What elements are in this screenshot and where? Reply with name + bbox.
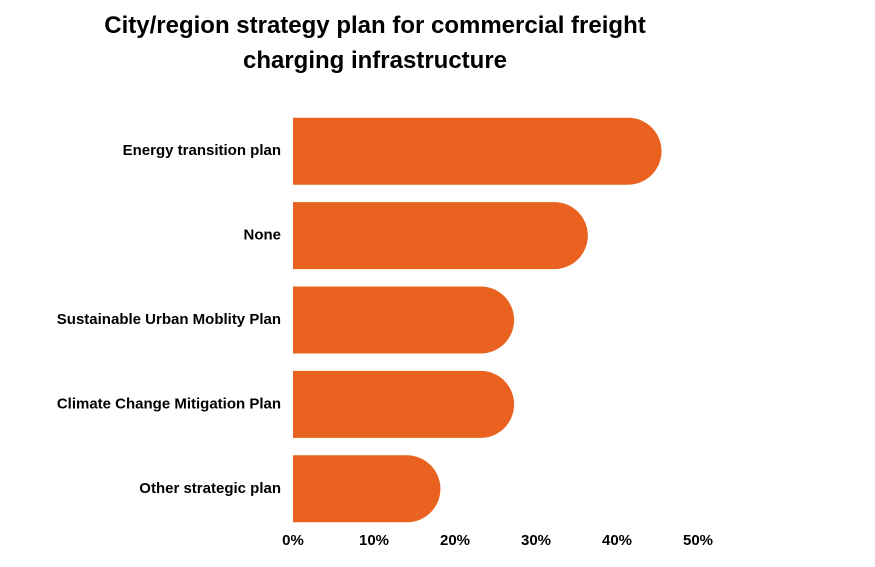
y-tick-label: None — [244, 227, 282, 244]
bar — [293, 202, 588, 270]
y-tick-label: Other strategic plan — [139, 480, 281, 497]
x-tick-label: 20% — [440, 532, 470, 549]
bar — [293, 117, 662, 185]
y-tick-label: Energy transition plan — [123, 142, 281, 159]
bar — [293, 455, 441, 523]
x-tick-label: 10% — [359, 532, 389, 549]
y-tick-label: Sustainable Urban Moblity Plan — [57, 311, 281, 328]
bar — [293, 370, 515, 438]
x-tick-label: 50% — [683, 532, 713, 549]
chart-title: City/region strategy plan for commercial… — [104, 12, 646, 74]
bar — [293, 286, 515, 354]
x-tick-label: 0% — [282, 532, 304, 549]
x-tick-label: 30% — [521, 532, 551, 549]
x-tick-label: 40% — [602, 532, 632, 549]
y-tick-label: Climate Change Mitigation Plan — [57, 395, 281, 412]
